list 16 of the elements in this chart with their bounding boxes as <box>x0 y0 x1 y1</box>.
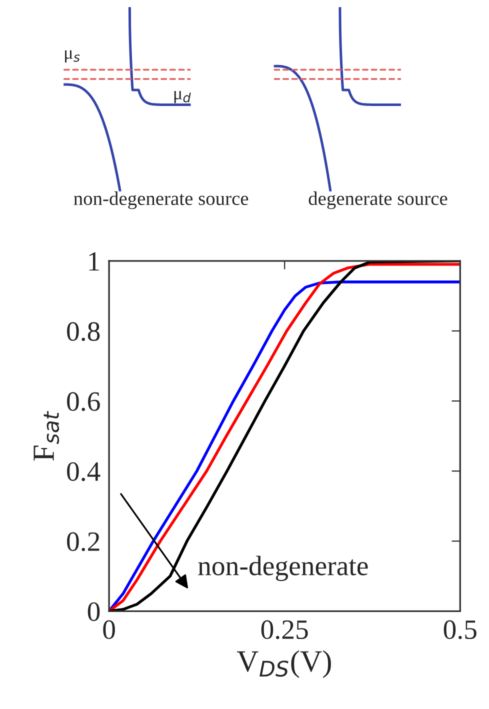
y-tick-label: 0.6 <box>67 392 100 412</box>
x-tick-label: 0.25 <box>261 620 308 640</box>
text: μ$_{s}$ <box>65 50 80 63</box>
y-tick-label: 1 <box>89 252 100 271</box>
y-axis-title: F$_{sat}$ <box>34 410 60 461</box>
y-tick-label: 0.4 <box>67 462 100 482</box>
x-axis-title: V$_{DS}$(V) <box>236 650 331 678</box>
y-tick-label: 0.8 <box>67 322 100 341</box>
y-tick-label: 0 <box>88 602 100 622</box>
annotation: non-degenerate <box>198 556 368 582</box>
text: non-degenerate source <box>74 191 248 210</box>
text: degenerate source <box>308 191 448 210</box>
text: μ$_{d}$ <box>174 90 191 104</box>
x-tick-label: 0 <box>103 620 115 640</box>
y-tick-label: 0.2 <box>67 532 100 552</box>
x-tick-label: 0.5 <box>444 620 476 640</box>
